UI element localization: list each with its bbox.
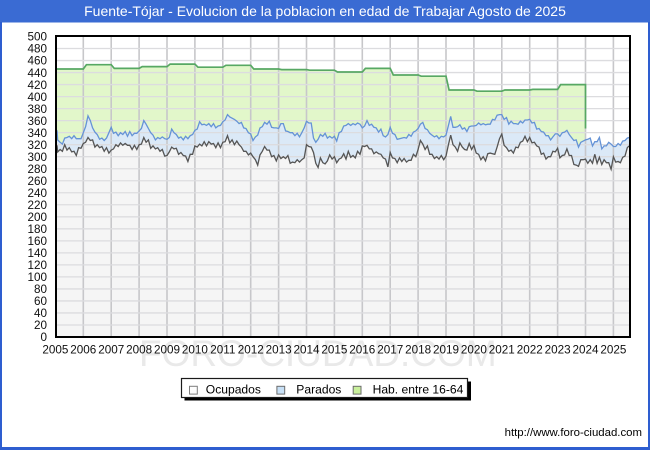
svg-text:500: 500	[27, 31, 47, 44]
svg-text:2006: 2006	[70, 344, 96, 357]
svg-text:80: 80	[34, 283, 48, 296]
svg-text:2009: 2009	[154, 344, 180, 357]
svg-text:2023: 2023	[545, 344, 571, 357]
svg-text:480: 480	[27, 43, 47, 56]
svg-text:Hab. entre 16-64: Hab. entre 16-64	[373, 383, 464, 397]
svg-text:2014: 2014	[293, 344, 320, 357]
svg-text:60: 60	[34, 295, 48, 308]
svg-text:2022: 2022	[517, 344, 543, 357]
svg-text:300: 300	[27, 151, 47, 164]
svg-text:260: 260	[27, 175, 47, 188]
svg-text:2008: 2008	[126, 344, 152, 357]
svg-text:40: 40	[34, 307, 48, 320]
svg-text:2013: 2013	[266, 344, 292, 357]
svg-text:2018: 2018	[405, 344, 431, 357]
svg-text:220: 220	[27, 199, 47, 212]
svg-text:460: 460	[27, 55, 47, 68]
svg-text:180: 180	[27, 223, 47, 236]
svg-text:100: 100	[27, 271, 47, 284]
svg-text:2016: 2016	[349, 344, 375, 357]
svg-text:2017: 2017	[377, 344, 403, 357]
svg-text:380: 380	[27, 103, 47, 116]
svg-text:420: 420	[27, 79, 47, 92]
svg-text:2007: 2007	[98, 344, 124, 357]
svg-text:320: 320	[27, 139, 47, 152]
svg-text:2021: 2021	[489, 344, 515, 357]
svg-text:2025: 2025	[600, 344, 627, 357]
svg-text:Fuente-Tójar - Evolucion de la: Fuente-Tójar - Evolucion de la poblacion…	[84, 3, 566, 19]
svg-text:2015: 2015	[321, 344, 348, 357]
svg-text:120: 120	[27, 259, 47, 272]
svg-text:200: 200	[27, 211, 47, 224]
svg-text:2010: 2010	[182, 344, 209, 357]
svg-text:360: 360	[27, 115, 47, 128]
svg-text:FORO-CIUDAD.COM: FORO-CIUDAD.COM	[139, 333, 497, 374]
svg-text:2011: 2011	[210, 344, 235, 357]
svg-text:440: 440	[27, 67, 47, 80]
svg-text:2019: 2019	[433, 344, 459, 357]
svg-text:http://www.foro-ciudad.com: http://www.foro-ciudad.com	[505, 427, 642, 439]
svg-text:2012: 2012	[238, 344, 264, 357]
svg-text:160: 160	[27, 235, 47, 248]
svg-text:2005: 2005	[42, 344, 69, 357]
svg-text:140: 140	[27, 247, 47, 260]
svg-text:20: 20	[34, 319, 48, 332]
svg-text:2020: 2020	[461, 344, 488, 357]
svg-text:2024: 2024	[572, 344, 599, 357]
svg-text:Parados: Parados	[296, 383, 341, 397]
svg-text:240: 240	[27, 187, 47, 200]
svg-text:Ocupados: Ocupados	[206, 383, 261, 397]
svg-text:400: 400	[27, 91, 47, 104]
svg-text:0: 0	[40, 331, 47, 344]
svg-text:340: 340	[27, 127, 47, 140]
svg-text:280: 280	[27, 163, 47, 176]
